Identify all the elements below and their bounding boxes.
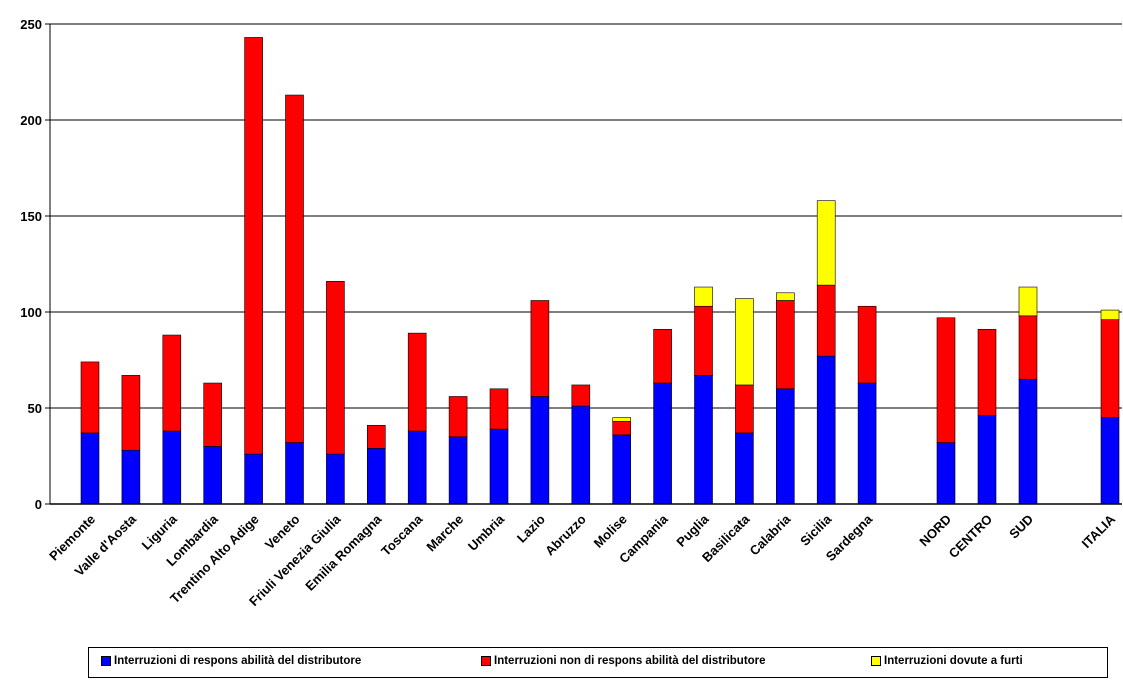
bar-segment-series-2 xyxy=(80,361,100,434)
bar-segment-series-2 xyxy=(857,305,877,384)
bar-segment-series-2 xyxy=(203,382,222,447)
y-tick-label: 100 xyxy=(20,305,42,320)
y-axis-ticks: 0 50 100 150 200 250 xyxy=(20,17,42,512)
legend-swatch-blue xyxy=(101,656,111,666)
bar-segment-series-3 xyxy=(1018,286,1038,317)
bar-segment-series-2 xyxy=(407,332,427,432)
bar-segment-series-1 xyxy=(612,434,632,505)
bar-segment-series-1 xyxy=(489,428,509,505)
bar-segment-series-1 xyxy=(857,382,877,505)
legend-swatch-yellow xyxy=(871,656,881,666)
bar-segment-series-2 xyxy=(489,388,509,430)
bar-segment-series-2 xyxy=(694,305,713,376)
bar-segment-series-1 xyxy=(530,396,550,505)
legend-label-series-3: Interruzioni dovute a furti xyxy=(884,655,1023,667)
bar-segment-series-1 xyxy=(775,388,795,505)
bar-segment-series-1 xyxy=(80,432,100,505)
bar-segment-series-2 xyxy=(653,328,672,384)
x-tick-label: Marche xyxy=(423,512,466,555)
x-tick-label: SUD xyxy=(1006,512,1036,542)
x-tick-label: Molise xyxy=(591,512,630,551)
bar-segment-series-1 xyxy=(407,430,427,505)
bar-segment-series-1 xyxy=(244,453,263,505)
legend: Interruzioni di respons abilità del dist… xyxy=(88,647,1108,678)
x-tick-label: Puglia xyxy=(673,511,712,550)
x-tick-label: NORD xyxy=(916,512,954,550)
x-tick-label: Abruzzo xyxy=(542,511,589,558)
bar-segment-series-1 xyxy=(121,449,141,505)
bar-segment-series-2 xyxy=(816,284,836,357)
bar-segment-series-1 xyxy=(1100,417,1120,505)
y-tick-label: 0 xyxy=(35,497,42,512)
bar-segment-series-2 xyxy=(1018,315,1038,380)
bar-segment-series-1 xyxy=(366,448,386,505)
y-tick-label: 250 xyxy=(20,17,42,32)
bar-segment-series-3 xyxy=(1100,309,1120,320)
bar-segment-series-3 xyxy=(735,298,754,386)
bars xyxy=(80,37,1120,505)
bar-segment-series-2 xyxy=(612,421,632,436)
bar-segment-series-1 xyxy=(448,436,468,505)
bar-segment-series-2 xyxy=(121,375,141,451)
legend-item-series-1: Interruzioni di respons abilità del dist… xyxy=(101,655,361,667)
bar-segment-series-2 xyxy=(775,300,795,390)
bar-segment-series-2 xyxy=(735,384,754,434)
x-tick-label: Veneto xyxy=(262,511,303,552)
bar-segment-series-2 xyxy=(571,384,591,407)
bar-segment-series-3 xyxy=(775,292,795,301)
x-tick-label: CENTRO xyxy=(946,512,995,561)
bar-segment-series-3 xyxy=(816,200,836,286)
x-tick-label: ITALIA xyxy=(1079,511,1119,551)
bar-segment-series-2 xyxy=(285,94,304,443)
bar-segment-series-1 xyxy=(735,432,754,505)
bar-segment-series-1 xyxy=(162,430,182,505)
bar-segment-series-1 xyxy=(1018,378,1038,505)
bar-segment-series-1 xyxy=(571,405,591,505)
bar-segment-series-1 xyxy=(285,442,304,505)
legend-item-series-3: Interruzioni dovute a furti xyxy=(871,655,1023,667)
y-tick-label: 150 xyxy=(20,209,42,224)
x-tick-label: Calabria xyxy=(747,511,794,558)
bar-segment-series-1 xyxy=(203,446,222,505)
bar-segment-series-3 xyxy=(612,417,632,422)
x-tick-label: Sicilia xyxy=(797,511,835,549)
bar-segment-series-1 xyxy=(816,355,836,505)
y-tick-label: 200 xyxy=(20,113,42,128)
bar-segment-series-2 xyxy=(1100,319,1120,418)
bar-segment-series-3 xyxy=(694,286,713,307)
bar-segment-series-1 xyxy=(653,382,672,505)
legend-label-series-2: Interruzioni non di respons abilità del … xyxy=(494,655,766,667)
bar-segment-series-2 xyxy=(448,396,468,438)
bar-segment-series-2 xyxy=(244,37,263,455)
legend-label-series-1: Interruzioni di respons abilità del dist… xyxy=(114,655,362,667)
y-tick-label: 50 xyxy=(28,401,42,416)
x-tick-label: Toscana xyxy=(378,511,426,559)
legend-swatch-red xyxy=(481,656,491,666)
legend-item-series-2: Interruzioni non di respons abilità del … xyxy=(481,655,766,667)
bar-segment-series-2 xyxy=(366,424,386,449)
bar-segment-series-1 xyxy=(326,453,345,505)
bar-segment-series-2 xyxy=(326,280,345,455)
x-tick-label: Umbria xyxy=(465,511,508,554)
bar-segment-series-1 xyxy=(977,415,997,505)
bar-segment-series-2 xyxy=(936,317,956,443)
bar-segment-series-2 xyxy=(977,328,997,416)
bar-segment-series-2 xyxy=(162,334,182,432)
x-tick-label: Lazio xyxy=(514,511,548,545)
bar-segment-series-1 xyxy=(694,375,713,505)
bar-segment-series-1 xyxy=(936,442,956,505)
bar-segment-series-2 xyxy=(530,300,550,397)
axes xyxy=(49,24,1122,505)
x-tick-label: Emilia Romagna xyxy=(302,511,385,594)
